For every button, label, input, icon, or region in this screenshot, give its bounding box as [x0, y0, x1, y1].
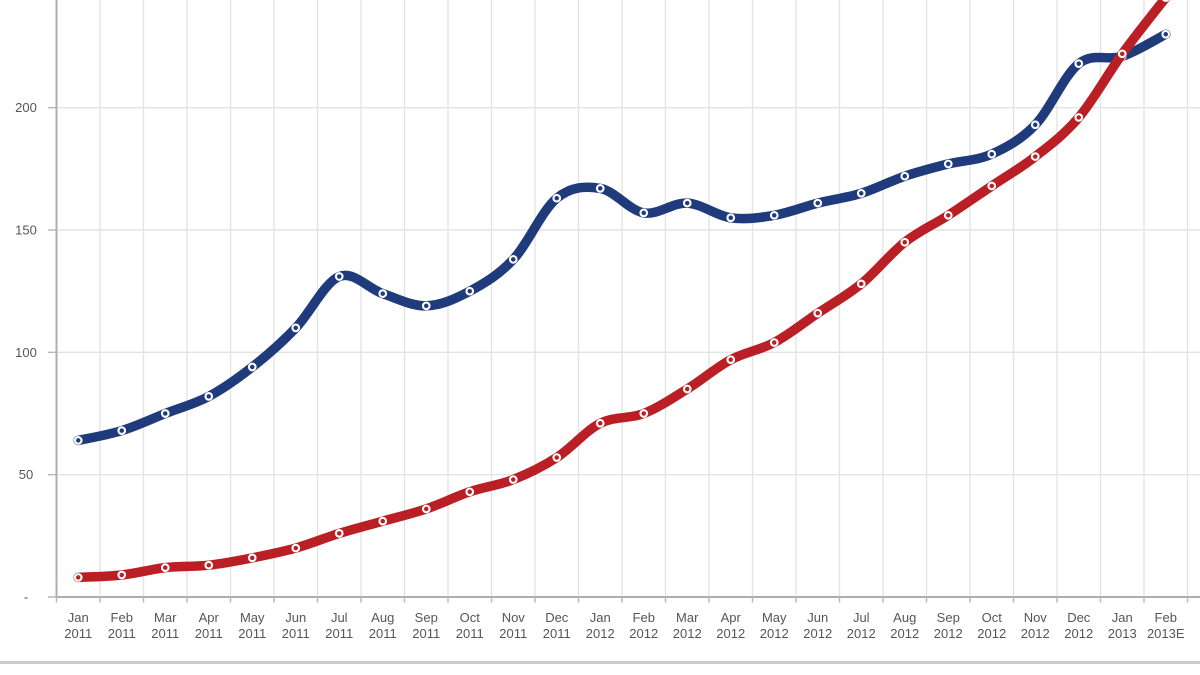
red-data-point-marker — [595, 418, 605, 428]
x-tick-label: Dec 2012 — [1064, 610, 1093, 641]
blue-data-point-marker — [726, 213, 736, 223]
x-tick-label: Jul 2012 — [847, 610, 876, 641]
bottom-divider — [0, 661, 1200, 664]
x-tick-label: Feb 2011 — [108, 610, 136, 641]
blue-data-point-marker — [334, 272, 344, 281]
x-tick-label: Jan 2012 — [586, 610, 615, 641]
x-tick-label: Jun 2012 — [803, 610, 832, 641]
x-tick-label: Apr 2011 — [195, 610, 223, 641]
blue-data-point-marker — [856, 188, 866, 198]
x-tick-label: Nov 2011 — [499, 610, 527, 641]
y-tick-label: 100 — [15, 345, 37, 360]
red-data-point-marker — [943, 210, 953, 220]
y-tick-label: - — [24, 590, 28, 605]
x-tick-label: Jan 2013 — [1108, 610, 1137, 641]
y-tick-label: 200 — [15, 100, 37, 115]
x-tick-label: Feb 2012 — [629, 610, 658, 641]
x-tick-label: Sep 2012 — [934, 610, 963, 641]
x-tick-label: May 2012 — [760, 610, 789, 641]
x-tick-label: Dec 2011 — [543, 610, 571, 641]
blue-data-point-marker — [378, 289, 388, 298]
blue-data-point-marker — [900, 171, 910, 181]
line-chart: 200 150 100 50 - Jan 2011 Feb 2011 Mar 2011 Apr 2011… — [15, 0, 1200, 641]
blue-data-point-marker — [813, 198, 823, 208]
red-data-point-marker — [465, 487, 475, 497]
red-data-point-marker — [421, 504, 431, 514]
red-data-point-marker — [856, 279, 866, 289]
blue-data-point-marker — [682, 198, 692, 208]
blue-data-point-marker — [987, 149, 997, 159]
x-tick-label: Jan 2011 — [64, 610, 92, 641]
red-data-point-marker — [291, 543, 301, 553]
x-tick-label: Nov 2012 — [1021, 610, 1050, 641]
red-data-point-marker — [117, 570, 127, 580]
blue-data-point-marker — [508, 255, 518, 264]
blue-data-point-marker — [595, 184, 605, 193]
red-data-point-marker — [334, 529, 344, 538]
blue-data-point-marker — [421, 301, 431, 311]
x-tick-label: Apr 2012 — [716, 610, 745, 641]
red-data-point-marker — [204, 560, 214, 570]
red-data-point-marker — [378, 516, 388, 526]
red-data-point-marker — [682, 384, 692, 394]
blue-data-point-marker — [465, 286, 475, 296]
x-tick-label: Aug 2012 — [890, 610, 919, 641]
x-tick-label: Feb 2013E — [1147, 610, 1185, 641]
red-series-line — [73, 0, 1170, 583]
red-data-point-marker — [1030, 152, 1040, 161]
x-tick-label: Mar 2011 — [151, 610, 179, 641]
y-tick-label: 150 — [15, 222, 37, 237]
x-tick-label: Mar 2012 — [673, 610, 702, 641]
blue-data-point-marker — [160, 409, 170, 418]
red-data-point-marker — [1074, 113, 1084, 122]
x-tick-label: Oct 2012 — [977, 610, 1006, 641]
x-tick-label: Sep 2011 — [412, 610, 440, 641]
red-data-point-marker — [247, 553, 257, 563]
blue-data-point-marker — [552, 193, 562, 203]
red-data-point-marker — [508, 475, 518, 484]
blue-data-point-marker — [117, 426, 127, 435]
y-tick-label: 50 — [19, 467, 33, 482]
blue-data-point-marker — [1161, 29, 1171, 39]
red-data-point-marker — [1162, 0, 1170, 2]
red-data-point-marker — [639, 409, 649, 418]
blue-data-point-marker — [769, 210, 779, 220]
red-data-point-marker — [726, 355, 736, 365]
blue-data-point-marker — [943, 159, 953, 169]
blue-data-point-marker — [247, 362, 257, 372]
red-data-point-marker — [987, 181, 997, 191]
x-tick-label: May 2011 — [238, 610, 266, 641]
blue-series-line — [73, 29, 1171, 446]
x-tick-label: Aug 2011 — [369, 610, 397, 641]
blue-data-point-marker — [73, 436, 83, 445]
x-tick-label: Oct 2011 — [456, 610, 484, 641]
x-tick-label: Jul 2011 — [325, 610, 353, 641]
red-data-point-marker — [73, 573, 83, 582]
blue-data-point-marker — [1030, 120, 1040, 130]
blue-data-point-marker — [204, 392, 214, 401]
red-data-point-marker — [1117, 49, 1127, 59]
chart-canvas: 200 150 100 50 - Jan 2011 Feb 2011 Mar 2011 Apr 2011… — [15, 0, 1200, 641]
red-data-point-marker — [813, 308, 823, 318]
blue-data-point-marker — [1074, 59, 1084, 68]
red-data-point-marker — [900, 237, 910, 247]
blue-data-point-marker — [291, 323, 301, 333]
x-tick-label: Jun 2011 — [282, 610, 310, 641]
blue-data-point-marker — [639, 208, 649, 218]
red-data-point-marker — [769, 338, 779, 347]
red-data-point-marker — [552, 453, 562, 462]
red-data-point-marker — [160, 563, 170, 572]
